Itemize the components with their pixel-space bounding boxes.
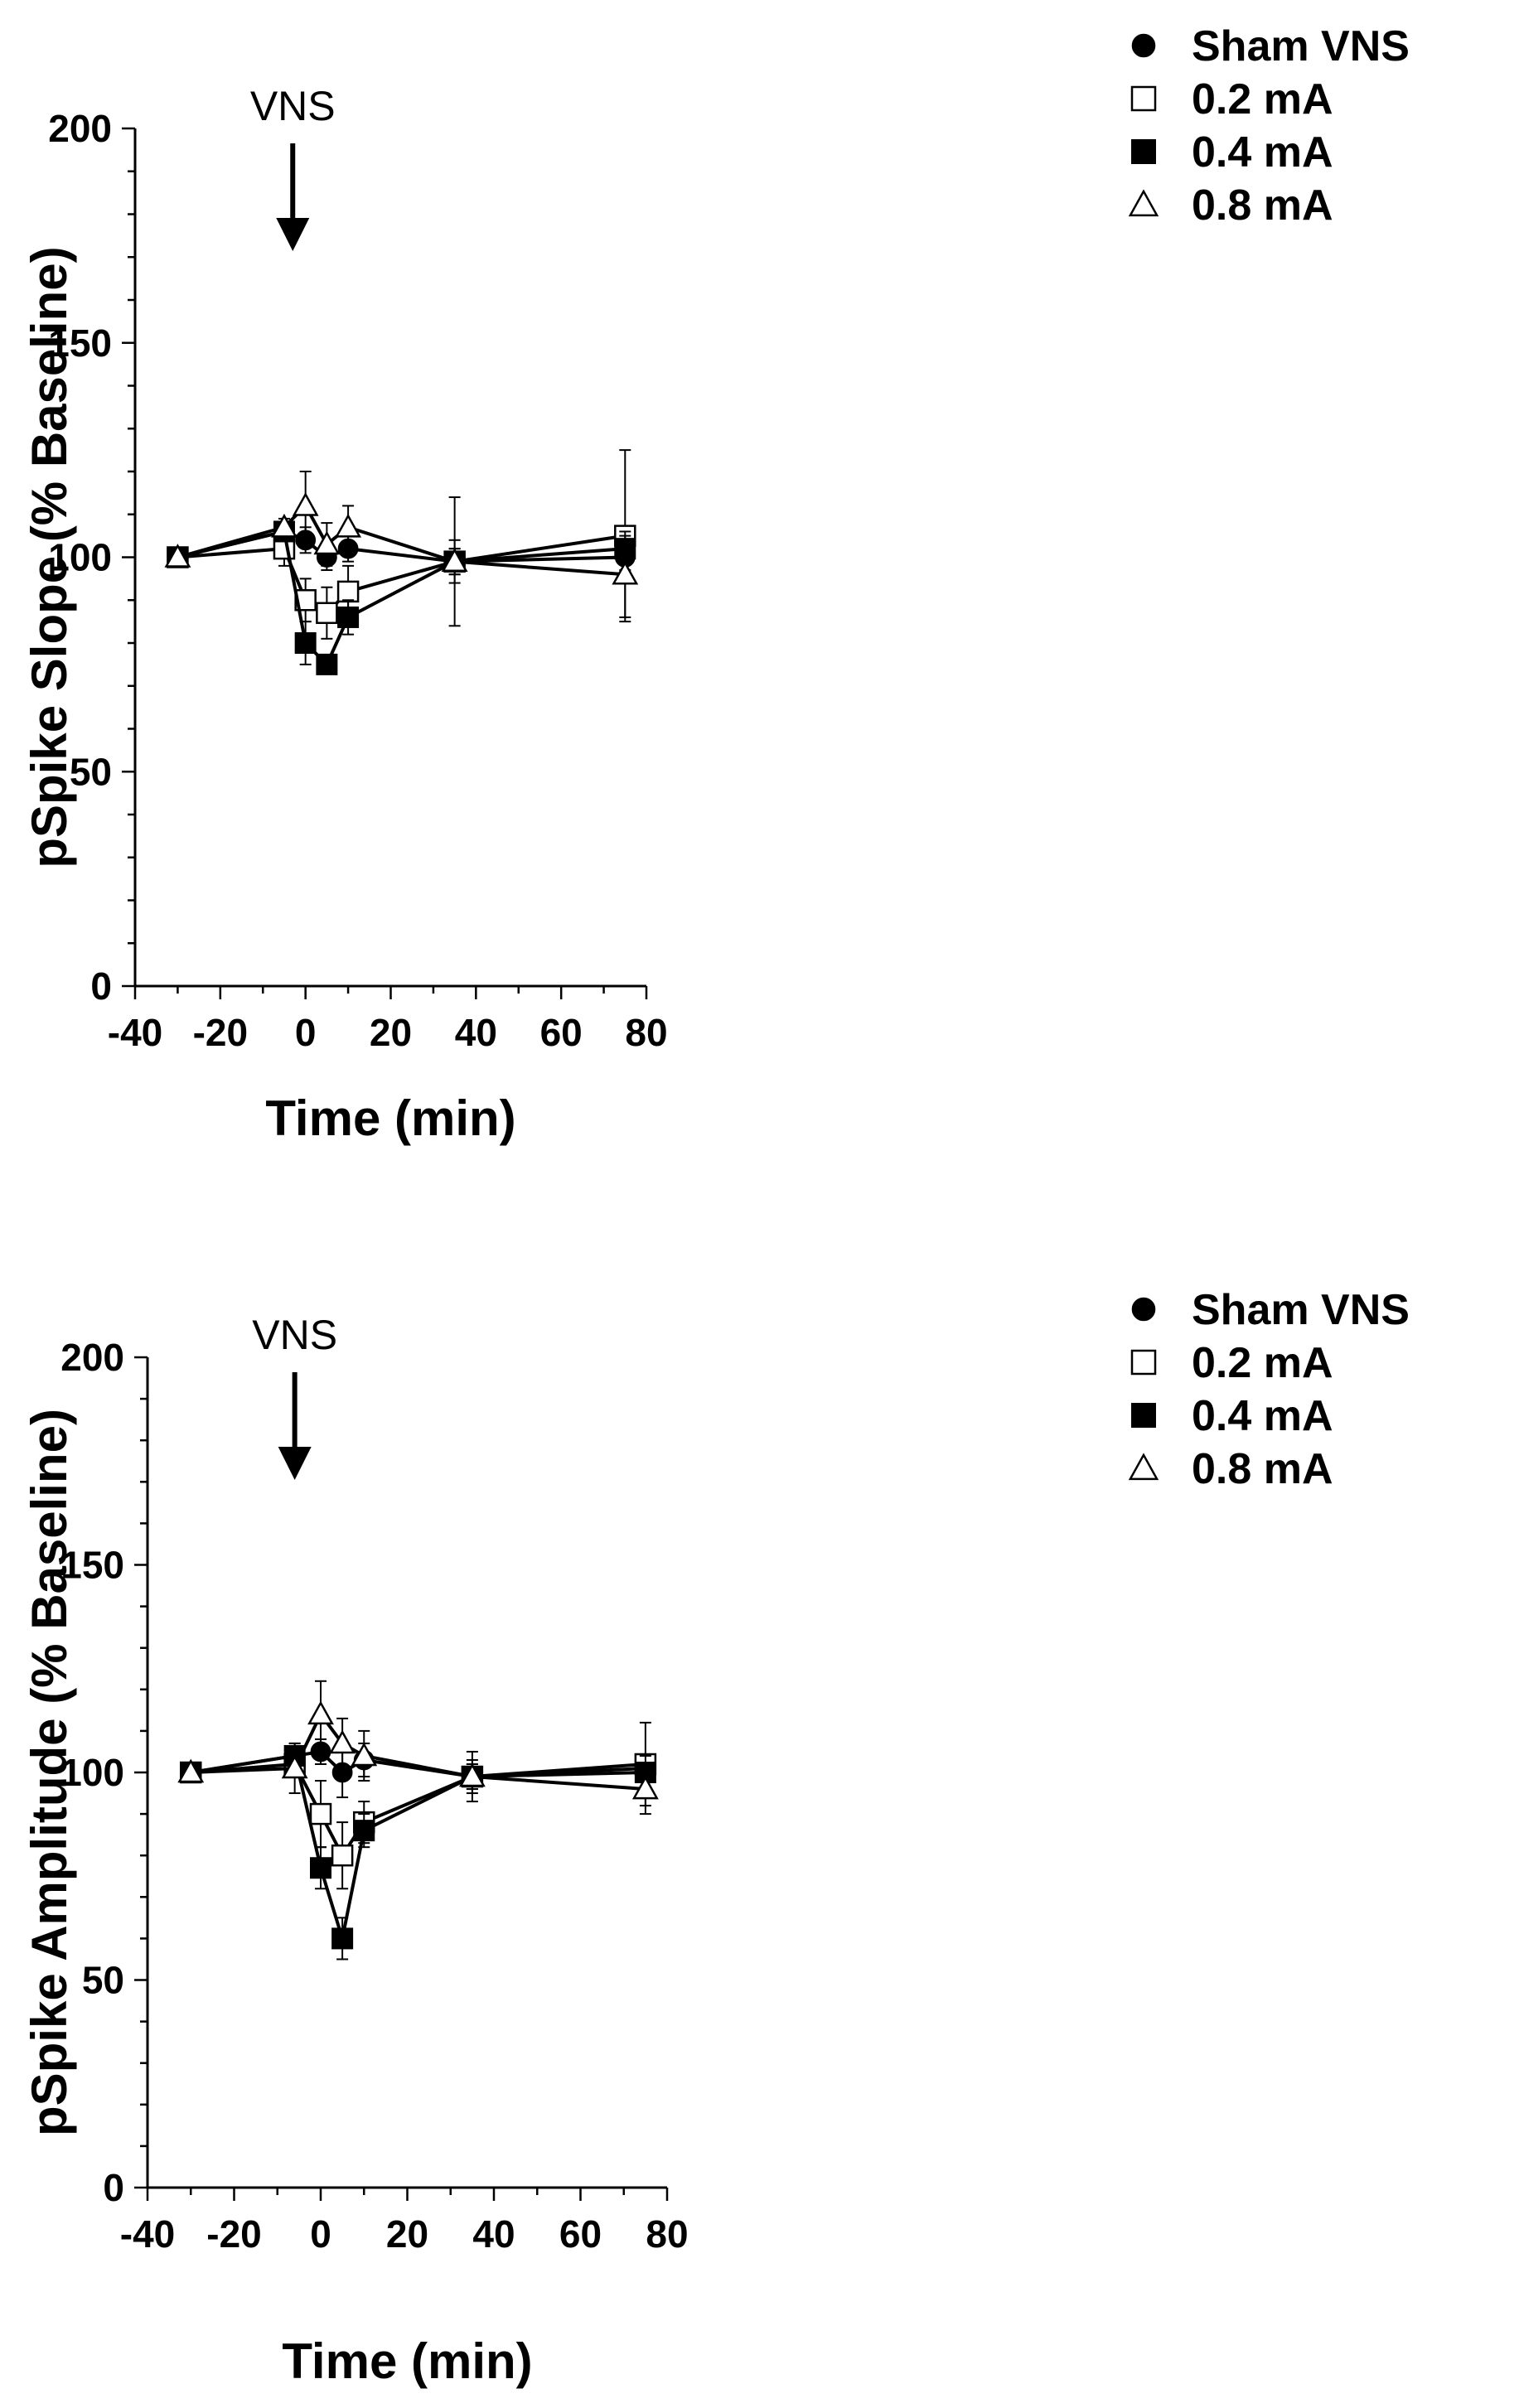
legend-marker-sham-vns (1131, 1297, 1156, 1322)
data-point-0-2-ma (309, 1802, 332, 1825)
series-0-8-ma (164, 471, 639, 627)
x-axis-title: Time (min) (282, 2333, 532, 2389)
data-point-0-8-ma (281, 1754, 308, 1779)
data-point-0-2-ma (331, 1844, 354, 1867)
legend-marker-sham-vns (1131, 33, 1156, 58)
y-tick-label-100: 100 (48, 536, 112, 579)
legend-marker-0-2-ma (1130, 85, 1157, 112)
series-sham-vns (167, 521, 636, 576)
chart-panel-1: 0 50 100 150 200 -40 -20 0 20 40 60 80 Time (min) pSp… (22, 22, 1410, 1146)
legend-label-0-4-ma: 0.4 mA (1192, 128, 1333, 176)
y-tick-label-50: 50 (70, 750, 112, 793)
data-point-0-8-ma (271, 513, 298, 538)
data-point-0-4-ma (331, 1927, 354, 1950)
data-point-0-8-ma (351, 1742, 378, 1767)
y-tick-label-150: 150 (48, 322, 112, 365)
x-tick-label-40: -40 (120, 2212, 175, 2256)
y-tick-label-0: 0 (90, 965, 112, 1008)
series-0-8-ma (177, 1680, 659, 1816)
x-tick-label-20: -20 (193, 1011, 248, 1054)
x-axis-title: Time (min) (265, 1090, 515, 1146)
x-tick-label-80: 80 (625, 1011, 667, 1054)
legend-label-0-2-ma: 0.2 mA (1192, 75, 1333, 123)
x-tick-label-0: 0 (295, 1011, 317, 1054)
legend-label-0-8-ma: 0.8 mA (1192, 181, 1333, 230)
x-tick-label-80: 80 (646, 2212, 688, 2256)
legend-marker-0-8-ma (1128, 1453, 1159, 1481)
series-0-2-ma (180, 1721, 657, 1890)
data-point-0-8-ma (612, 560, 639, 585)
data-point-0-2-ma (336, 580, 360, 603)
series-0-4-ma (180, 1744, 656, 1961)
data-point-0-8-ma (441, 548, 468, 572)
chart-panel-2: 0 50 100 150 200 -40 -20 0 20 40 60 80 Time (min) pSp… (22, 1286, 1410, 2389)
x-tick-label-20: 20 (386, 2212, 428, 2256)
data-point-0-8-ma (335, 513, 362, 538)
data-point-0-2-ma (316, 602, 338, 625)
y-tick-label-150: 150 (60, 1544, 124, 1587)
data-point-0-8-ma (631, 1775, 659, 1800)
legend-marker-0-4-ma (1131, 1403, 1156, 1428)
legend: Sham VNS 0.2 mA 0.4 mA 0.8 mA (1128, 1286, 1410, 1493)
x-tick-label-40: -40 (108, 1011, 162, 1054)
data-point-0-4-ma (294, 632, 317, 654)
data-point-0-4-ma (353, 1820, 375, 1842)
legend-label-0-8-ma: 0.8 mA (1192, 1445, 1333, 1493)
y-tick-label-0: 0 (103, 2166, 124, 2209)
vns-arrow-head (278, 1447, 312, 1480)
series-line-0-8-ma (191, 1711, 646, 1791)
legend-label-sham-vns: Sham VNS (1192, 22, 1410, 70)
legend-label-0-4-ma: 0.4 mA (1192, 1392, 1333, 1440)
legend-marker-0-2-ma (1130, 1349, 1157, 1376)
vns-annotation-label: VNS (250, 83, 336, 129)
data-point-0-4-ma (310, 1857, 331, 1879)
x-tick-label-40: 40 (472, 2212, 515, 2256)
data-point-0-8-ma (307, 1700, 334, 1725)
data-point-0-4-ma (316, 653, 338, 675)
series-line-0-2-ma (177, 534, 626, 616)
x-tick-label-20: 20 (370, 1011, 412, 1054)
x-tick-label-40: 40 (455, 1011, 497, 1054)
data-point-0-4-ma (337, 606, 360, 628)
x-tick-label-60: 60 (559, 2212, 602, 2256)
y-tick-label-200: 200 (48, 107, 112, 150)
x-tick-label-0: 0 (310, 2212, 331, 2256)
y-axis-title: pSpike Amplitude (% Baseline) (22, 1409, 77, 2136)
series-line-0-2-ma (191, 1762, 646, 1859)
vns-annotation-label: VNS (252, 1312, 337, 1358)
legend-label-0-2-ma: 0.2 mA (1192, 1339, 1333, 1387)
y-tick-label-200: 200 (60, 1336, 124, 1379)
x-tick-label-60: 60 (540, 1011, 583, 1054)
data-point-0-8-ma (292, 492, 319, 516)
vns-arrow-head (276, 218, 310, 251)
y-tick-label-50: 50 (82, 1959, 124, 2002)
legend-marker-0-8-ma (1128, 189, 1159, 217)
legend: Sham VNS 0.2 mA 0.4 mA 0.8 mA (1128, 22, 1410, 230)
data-point-0-8-ma (177, 1758, 205, 1783)
legend-marker-0-4-ma (1131, 139, 1156, 164)
x-tick-label-20: -20 (206, 2212, 261, 2256)
y-tick-label-100: 100 (60, 1751, 124, 1794)
data-point-0-8-ma (458, 1762, 486, 1787)
data-point-0-8-ma (313, 530, 341, 555)
data-point-0-8-ma (329, 1729, 356, 1754)
legend-label-sham-vns: Sham VNS (1192, 1286, 1410, 1334)
data-point-0-8-ma (164, 544, 191, 568)
y-axis-title: pSpike Slope (% Baseline) (22, 246, 77, 868)
